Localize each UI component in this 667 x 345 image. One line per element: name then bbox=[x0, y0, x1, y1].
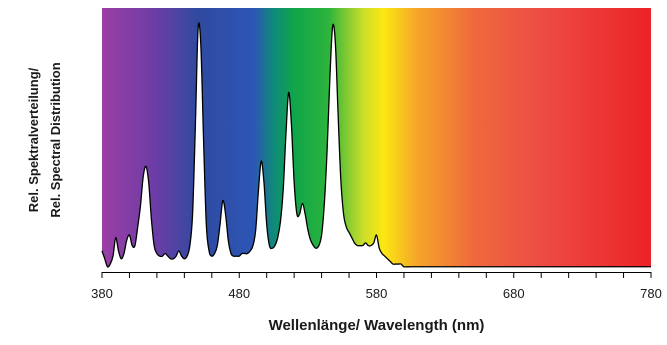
x-tick-label: 780 bbox=[640, 286, 662, 301]
spectrum-curve bbox=[101, 22, 651, 268]
y-axis-title-line-2: Rel. Spectral Distribution bbox=[48, 62, 63, 217]
spectrum-background bbox=[102, 8, 651, 272]
x-tick-label: 580 bbox=[366, 286, 388, 301]
y-axis-title-line-1: Rel. Spektralverteilung/ bbox=[26, 67, 41, 212]
x-tick-label: 380 bbox=[91, 286, 113, 301]
x-axis-title: Wellenlänge/ Wavelength (nm) bbox=[269, 317, 485, 334]
x-tick-label: 480 bbox=[228, 286, 250, 301]
x-tick-label: 680 bbox=[503, 286, 525, 301]
x-axis: 380 480 580 680 780 bbox=[91, 272, 662, 301]
